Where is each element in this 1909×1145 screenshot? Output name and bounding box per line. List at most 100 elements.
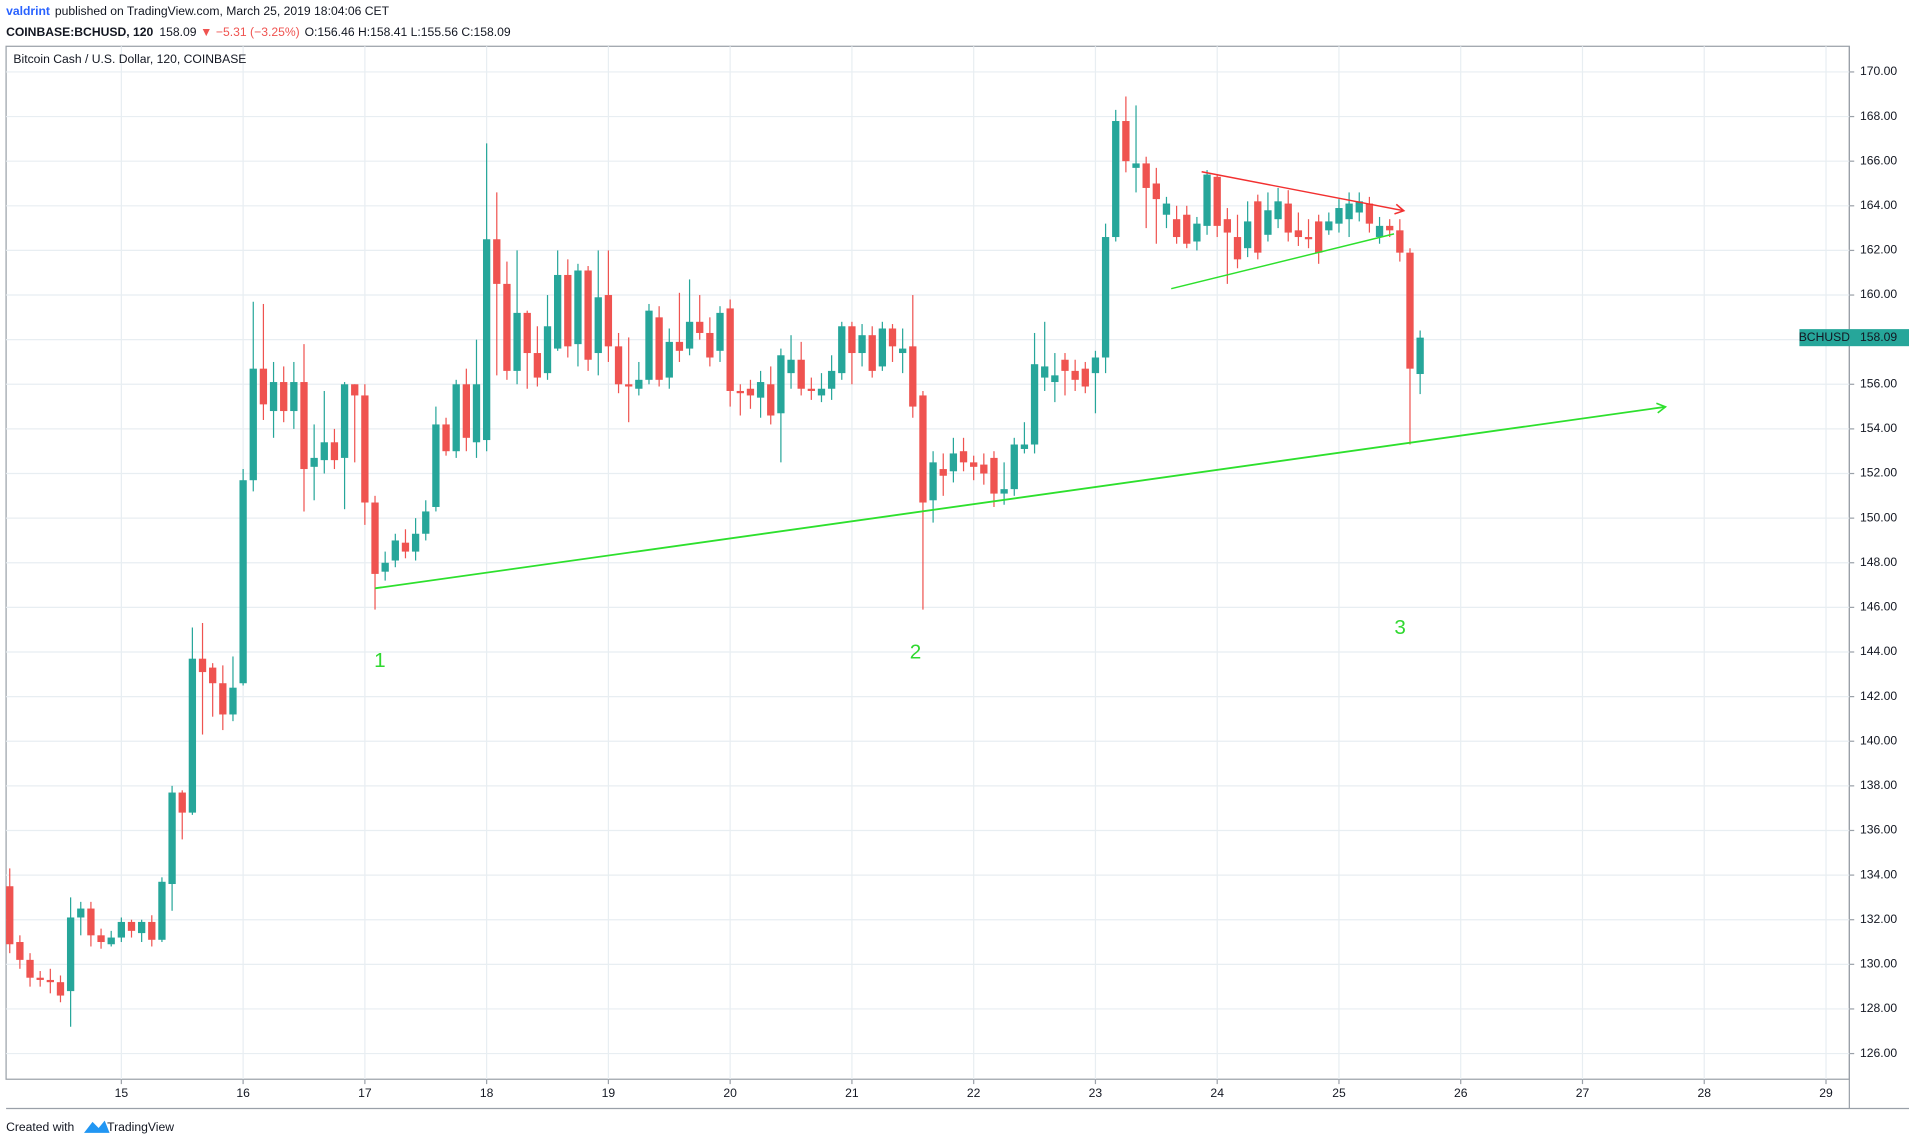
candle-body bbox=[990, 457, 998, 494]
candle-body bbox=[320, 442, 328, 461]
candle-body bbox=[827, 370, 836, 389]
candle-body bbox=[838, 326, 846, 374]
candle-body bbox=[1020, 444, 1029, 449]
candle-body bbox=[422, 511, 430, 534]
candle-body bbox=[777, 355, 785, 414]
candle-body bbox=[1375, 225, 1384, 238]
candle-body bbox=[970, 462, 978, 467]
candle-body bbox=[767, 384, 775, 416]
candle-body bbox=[1233, 237, 1242, 260]
candle-body bbox=[442, 424, 450, 452]
x-tick-label: 22 bbox=[967, 1086, 981, 1100]
candle-body bbox=[878, 328, 887, 367]
candle-body bbox=[1030, 364, 1039, 445]
y-tick-label: 152.00 bbox=[1860, 466, 1897, 480]
candle-body bbox=[645, 310, 653, 380]
candle-body bbox=[462, 384, 470, 438]
y-tick-label: 142.00 bbox=[1860, 689, 1897, 703]
x-tick-label: 24 bbox=[1210, 1086, 1224, 1100]
candle-body bbox=[158, 881, 166, 940]
candle-body bbox=[178, 792, 186, 813]
candle-body bbox=[127, 921, 136, 931]
candles bbox=[6, 96, 1424, 1027]
candle-body bbox=[696, 321, 704, 333]
y-tick-label: 140.00 bbox=[1860, 733, 1897, 747]
candle-body bbox=[168, 792, 176, 885]
candle-body bbox=[523, 312, 531, 354]
y-tick-label: 162.00 bbox=[1860, 243, 1897, 257]
candle-body bbox=[635, 379, 643, 389]
candle-body bbox=[97, 935, 105, 943]
y-tick-label: 164.00 bbox=[1860, 198, 1897, 212]
candle-body bbox=[858, 335, 866, 354]
candle-body bbox=[107, 937, 115, 945]
candle-body bbox=[665, 341, 673, 378]
candle-body bbox=[584, 270, 592, 360]
symbol-tag-box bbox=[1799, 329, 1850, 347]
candle-body bbox=[290, 382, 298, 412]
candle-body bbox=[259, 368, 268, 405]
candle-body bbox=[1406, 252, 1414, 369]
author[interactable]: valdrint bbox=[6, 4, 50, 18]
candle-body bbox=[564, 274, 572, 347]
candle-body bbox=[482, 239, 491, 441]
candle-body bbox=[6, 886, 14, 945]
annotation: 3 bbox=[1394, 616, 1406, 639]
x-tick-label: 27 bbox=[1576, 1086, 1590, 1100]
change-arrow: ▼ bbox=[200, 25, 212, 39]
candle-body bbox=[361, 395, 369, 503]
candle-body bbox=[1386, 225, 1394, 231]
support-line bbox=[1171, 233, 1395, 290]
candle-body bbox=[1172, 219, 1181, 238]
y-tick-label: 134.00 bbox=[1860, 867, 1897, 881]
candle-body bbox=[1162, 203, 1171, 215]
candle-body bbox=[1365, 203, 1374, 224]
candle-body bbox=[300, 382, 308, 470]
candle-body bbox=[817, 388, 826, 396]
candle-body bbox=[310, 457, 318, 467]
candle-body bbox=[1203, 174, 1211, 226]
candle-body bbox=[574, 270, 582, 345]
x-tick-label: 20 bbox=[723, 1086, 737, 1100]
y-tick-label: 156.00 bbox=[1860, 376, 1897, 390]
candle-body bbox=[888, 328, 897, 347]
candle-body bbox=[340, 384, 349, 458]
candle-body bbox=[594, 297, 602, 354]
candle-body bbox=[188, 658, 197, 813]
candle-body bbox=[493, 239, 501, 284]
resistance-line bbox=[1201, 171, 1406, 215]
candle-body bbox=[1071, 370, 1079, 380]
candle-body bbox=[1051, 375, 1059, 383]
candle-body bbox=[117, 921, 126, 938]
y-tick-label: 148.00 bbox=[1860, 555, 1897, 569]
x-tick-label: 28 bbox=[1697, 1086, 1711, 1100]
ohlc: O:156.46 H:158.41 L:155.56 C:158.09 bbox=[305, 25, 511, 39]
x-tick-label: 18 bbox=[480, 1086, 494, 1100]
candle-body bbox=[249, 368, 257, 481]
candle-body bbox=[736, 390, 744, 394]
candle-body bbox=[229, 687, 237, 715]
candle-body bbox=[716, 312, 724, 351]
x-tick-label: 17 bbox=[358, 1086, 372, 1100]
candle-body bbox=[1304, 237, 1313, 240]
candle-body bbox=[381, 562, 389, 572]
candle-body bbox=[1122, 121, 1130, 162]
candle-body bbox=[675, 341, 684, 351]
candle-body bbox=[1183, 214, 1191, 244]
last-price-label: 158.09 bbox=[1860, 330, 1897, 344]
candle-body bbox=[1061, 359, 1069, 371]
x-tick-label: 26 bbox=[1454, 1086, 1468, 1100]
candle-body bbox=[949, 453, 958, 472]
candle-body bbox=[1041, 366, 1049, 378]
candle-body bbox=[746, 388, 755, 396]
candle-body bbox=[899, 348, 907, 354]
symbol-line: COINBASE:BCHUSD, 120 158.09 ▼ −5.31 (−3.25%… bbox=[6, 25, 511, 39]
candle-body bbox=[909, 346, 917, 407]
candle-body bbox=[533, 353, 542, 378]
candle-body bbox=[239, 480, 247, 684]
footer-brand[interactable]: TradingView bbox=[107, 1120, 174, 1134]
candle-body bbox=[1294, 230, 1303, 238]
candle-body bbox=[543, 326, 552, 374]
footer-logo[interactable]: TradingView bbox=[84, 1120, 174, 1134]
candle-body bbox=[1091, 357, 1100, 374]
